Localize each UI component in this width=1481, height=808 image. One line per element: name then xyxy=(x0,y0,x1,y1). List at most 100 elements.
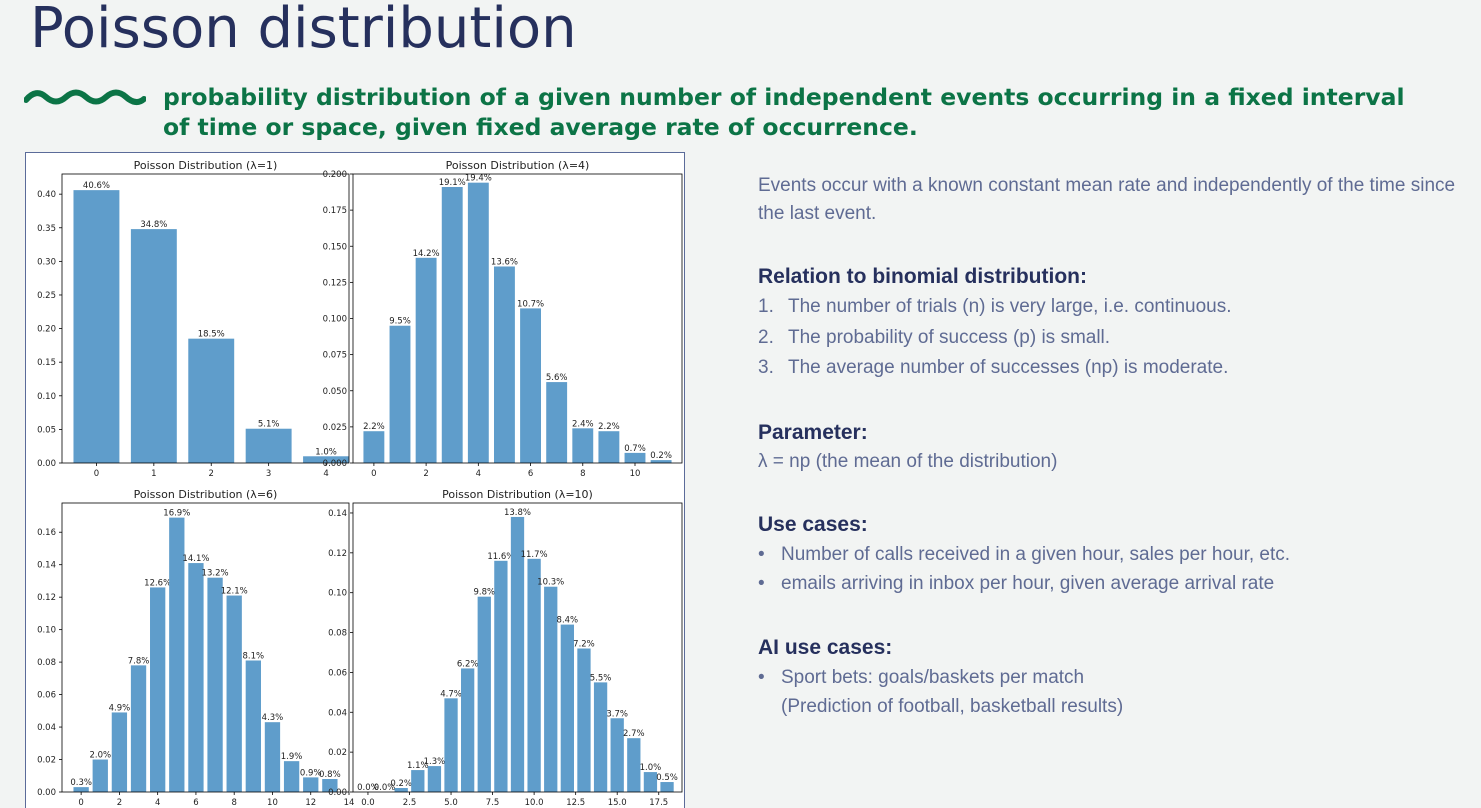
chart-bar xyxy=(467,182,489,464)
bar-label: 0.2% xyxy=(650,451,672,461)
bar-label: 2.4% xyxy=(572,419,594,429)
y-tick-label: 0.050 xyxy=(323,387,347,397)
chart-bar xyxy=(303,777,319,792)
charts-canvas: Poisson Distribution (λ=1) 40.6% 34.8% 18.5… xyxy=(37,159,683,808)
x-tick-label: 2 xyxy=(117,798,122,808)
parameter-text: λ = np (the mean of the distribution) xyxy=(758,450,1058,472)
list-item: 2. The probability of success (p) is smal… xyxy=(758,326,1111,348)
x-tick-label: 6 xyxy=(193,798,198,808)
chart-bar xyxy=(188,563,204,792)
chart-bar xyxy=(444,698,458,792)
bar-label: 40.6% xyxy=(83,181,110,191)
bar-label: 16.9% xyxy=(163,509,190,519)
use-cases-section: Use cases: Number of calls received in a… xyxy=(758,510,1458,599)
y-tick-label: 0.16 xyxy=(37,528,56,538)
use-cases-list: Number of calls received in a given hour… xyxy=(758,540,1458,599)
x-tick-label: 7.5 xyxy=(486,798,500,808)
y-tick-label: 0.15 xyxy=(37,358,56,368)
x-tick-label: 0 xyxy=(371,469,376,479)
bar-label: 11.7% xyxy=(521,550,548,560)
chart-bar xyxy=(650,460,672,463)
y-tick-label: 0.10 xyxy=(37,626,56,636)
relation-heading: Relation to binomial distribution: xyxy=(758,265,1087,288)
chart-title: Poisson Distribution (λ=10) xyxy=(442,488,593,501)
bar-label: 0.9% xyxy=(300,768,322,778)
chart-bar xyxy=(150,587,166,792)
y-tick-label: 0.08 xyxy=(37,658,56,668)
y-tick-label: 0.25 xyxy=(37,291,56,301)
y-tick-label: 0.14 xyxy=(328,509,347,519)
y-tick-label: 0.00 xyxy=(328,788,347,798)
info-panel: Events occur with a known constant mean … xyxy=(758,172,1458,722)
bar-label: 8.4% xyxy=(557,616,579,626)
bar-label: 19.4% xyxy=(465,174,492,184)
y-tick-label: 0.10 xyxy=(328,589,347,599)
list-item: 1. The number of trials (n) is very large… xyxy=(758,296,1232,317)
ai-use-cases-section: AI use cases: Sport bets: goals/baskets … xyxy=(758,633,1458,722)
chart-bar xyxy=(560,624,574,792)
bar-label: 9.5% xyxy=(389,317,411,327)
chart-bar xyxy=(73,190,120,463)
list-item: emails arriving in inbox per hour, given… xyxy=(758,569,1458,599)
bar-label: 7.2% xyxy=(573,639,595,649)
x-tick-label: 0.0 xyxy=(361,798,375,808)
bar-label: 9.8% xyxy=(473,588,495,598)
bar-label: 5.6% xyxy=(546,373,568,383)
bar-label: 0.5% xyxy=(656,773,678,783)
chart-bar xyxy=(411,770,425,792)
bar-label: 7.8% xyxy=(128,656,150,666)
y-tick-label: 0.075 xyxy=(323,351,347,361)
ai-use-cases-heading: AI use cases: xyxy=(758,635,893,659)
bar-label: 4.3% xyxy=(262,713,284,723)
chart-bar xyxy=(477,596,491,792)
x-tick-label: 5.0 xyxy=(444,798,458,808)
bar-label: 0.2% xyxy=(390,779,412,789)
chart-bar xyxy=(264,722,281,792)
y-tick-label: 0.12 xyxy=(37,593,56,603)
chart-bar xyxy=(188,338,235,463)
x-tick-label: 8 xyxy=(580,469,585,479)
chart-bar xyxy=(577,648,591,792)
y-tick-label: 0.100 xyxy=(323,315,347,325)
x-tick-label: 3 xyxy=(266,469,271,479)
wave-icon xyxy=(24,89,146,105)
y-tick-label: 0.00 xyxy=(37,788,56,798)
bar-label: 1.0% xyxy=(640,763,662,773)
chart-bar xyxy=(245,428,292,463)
bar-label: 0.0% xyxy=(374,783,396,793)
y-tick-label: 0.08 xyxy=(328,629,347,639)
parameter-heading: Parameter: xyxy=(758,420,868,444)
chart-bar xyxy=(572,428,594,463)
bar-label: 4.9% xyxy=(109,703,131,713)
x-tick-label: 17.5 xyxy=(649,798,668,808)
chart-bar xyxy=(130,665,147,792)
y-tick-label: 0.30 xyxy=(37,257,56,267)
chart-bar xyxy=(389,325,411,463)
x-tick-label: 2 xyxy=(423,469,428,479)
chart-bar xyxy=(111,712,128,792)
list-item: Number of calls received in a given hour… xyxy=(758,540,1458,570)
bar-label: 11.6% xyxy=(487,552,514,562)
y-tick-label: 0.20 xyxy=(37,325,56,335)
bar-label: 13.8% xyxy=(504,508,531,518)
subtitle: probability distribution of a given numb… xyxy=(163,83,1405,141)
chart-bar xyxy=(610,718,624,792)
bar-label: 10.7% xyxy=(517,299,544,309)
bar-label: 12.1% xyxy=(221,587,248,597)
chart-bar xyxy=(660,782,674,792)
chart-bar xyxy=(441,187,463,463)
chart-title: Poisson Distribution (λ=4) xyxy=(446,159,590,172)
chart-bar xyxy=(546,382,568,463)
x-tick-label: 15.0 xyxy=(608,798,627,808)
y-tick-label: 0.10 xyxy=(37,392,56,402)
bar-label: 1.3% xyxy=(424,757,446,767)
bar-label: 19.1% xyxy=(439,178,466,188)
chart-bar xyxy=(322,779,338,792)
y-tick-label: 0.04 xyxy=(328,708,347,718)
x-tick-label: 2 xyxy=(209,469,214,479)
y-tick-label: 0.06 xyxy=(37,691,56,701)
chart-bar xyxy=(520,308,541,463)
x-tick-label: 4 xyxy=(155,798,160,808)
bar-label: 14.1% xyxy=(182,554,209,564)
chart-bar xyxy=(207,577,223,792)
